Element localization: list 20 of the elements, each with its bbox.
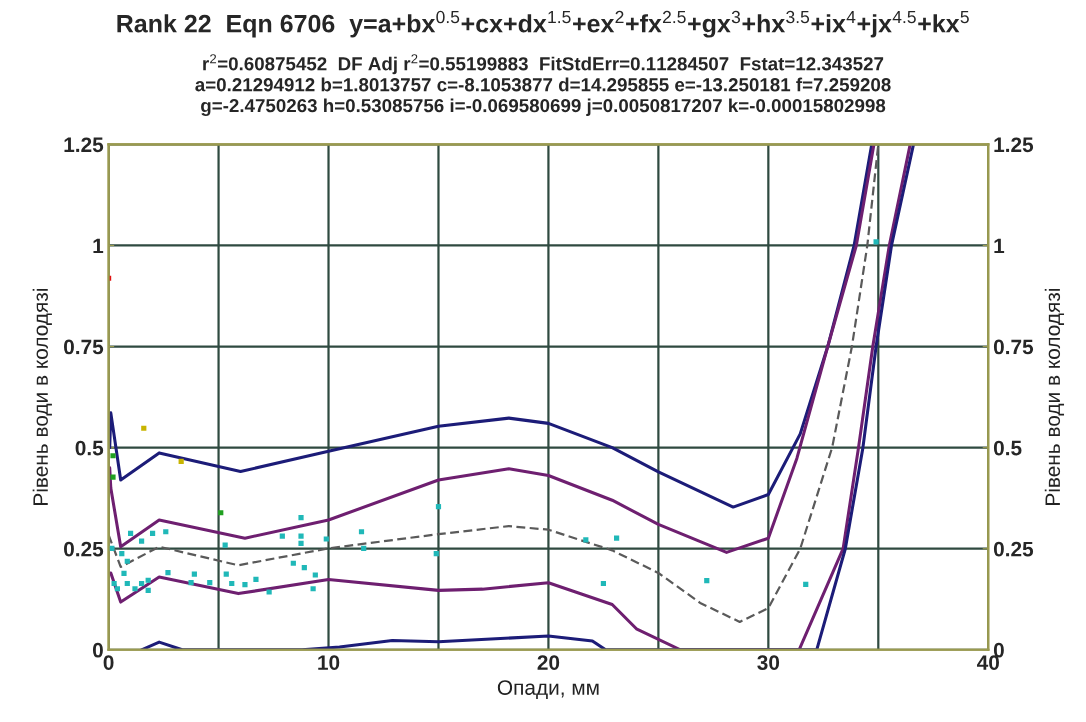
chart-title: Rank 22 Eqn 6706 y=a+bx$^{0.5}$+cx+dx$^{1.5}$+ex$^{2}$+fx$^{2.5}$+gx$^{3}$+hx$^{3.5}$+ix$^{4}$+jx$^{4.5}$+kx$^{5}$ <box>117 10 969 38</box>
y-axis-title: Рівень води в колодязі <box>32 288 52 505</box>
x-axis-title: Опади, мм <box>497 680 599 699</box>
x-tick-label: 0 <box>103 655 114 670</box>
y2-axis-title: Рівень води в колодязі <box>1044 288 1065 505</box>
y-tick-label: 0.25 <box>64 541 104 557</box>
y2-tick-label: 1 <box>994 238 1005 254</box>
y2-tick-label: 1.25 <box>994 137 1034 153</box>
y-tick-label: 0 <box>92 642 103 658</box>
x-tick-label: 20 <box>537 655 560 670</box>
y-tick-label: 1 <box>93 238 104 254</box>
chart-subtitle: r$^{2}$=0.60875452 DF Adj r$^{2}$=0.55199883 FitStdErr=0.11284507 Fstat=12.343527 a=0.21294912 b=1.8013757 c=-8.1053877 d=14.295855 e=-13.250181 f=7.259208 g=-2.4750263 h=0.53085756 i=-0.069580699 j=0.0050817207 k=-0.00015802998 <box>195 54 891 117</box>
y-tick-label: 0.75 <box>64 339 104 355</box>
y2-tick-label: 0.5 <box>993 440 1022 456</box>
y-tick-label: 0.5 <box>75 440 104 456</box>
y2-tick-label: 0.75 <box>993 339 1034 355</box>
x-tick-label: 10 <box>318 655 340 670</box>
y-tick-label: 1.25 <box>64 137 104 153</box>
y2-tick-label: 0.25 <box>993 541 1034 557</box>
x-tick-label: 30 <box>757 655 780 670</box>
